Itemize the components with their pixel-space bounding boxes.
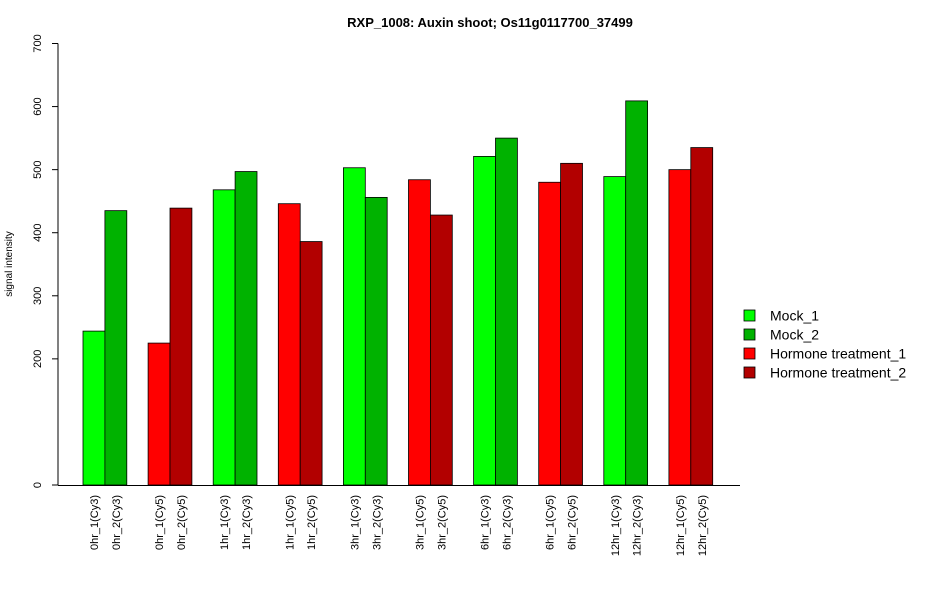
x-tick-label: 0hr_1(Cy3) bbox=[89, 495, 101, 550]
x-tick-label: 6hr_2(Cy5) bbox=[567, 495, 579, 550]
bar bbox=[169, 207, 193, 486]
x-tick-label: 1hr_2(Cy5) bbox=[306, 495, 318, 550]
bar bbox=[668, 169, 692, 486]
bars-group bbox=[82, 100, 714, 486]
legend-swatch bbox=[743, 347, 756, 360]
legend-swatch bbox=[743, 366, 756, 379]
bar bbox=[82, 330, 106, 486]
y-tick-label: 200 bbox=[32, 350, 44, 368]
x-tick-label: 3hr_1(Cy3) bbox=[349, 495, 361, 550]
x-tick-label: 6hr_2(Cy3) bbox=[501, 495, 513, 550]
bar bbox=[234, 171, 258, 486]
y-tick-label: 0 bbox=[32, 482, 44, 488]
legend-item: Hormone treatment_1 bbox=[743, 346, 906, 362]
y-axis: 0 200 300 400 500 600 700 bbox=[32, 34, 59, 488]
bar bbox=[429, 214, 453, 486]
legend-item: Mock_1 bbox=[743, 308, 819, 324]
y-tick-label: 600 bbox=[32, 97, 44, 115]
x-tick-label: 12hr_1(Cy3) bbox=[610, 495, 622, 556]
x-tick-label: 6hr_1(Cy3) bbox=[480, 495, 492, 550]
y-tick-label: 700 bbox=[32, 34, 44, 52]
bar bbox=[495, 137, 518, 486]
bar bbox=[603, 176, 627, 486]
x-tick-label: 0hr_1(Cy5) bbox=[154, 495, 166, 550]
x-tick-label: 3hr_2(Cy5) bbox=[436, 495, 448, 550]
x-tick-label: 12hr_1(Cy5) bbox=[675, 495, 687, 556]
legend: Mock_1 Mock_2 Hormone treatment_1 Hormone t… bbox=[743, 308, 906, 381]
legend-item: Hormone treatment_2 bbox=[743, 365, 906, 381]
bar bbox=[364, 196, 388, 486]
x-tick-label: 3hr_2(Cy3) bbox=[371, 495, 383, 550]
legend-swatch bbox=[743, 309, 756, 322]
bar bbox=[560, 162, 583, 486]
legend-label: Hormone treatment_1 bbox=[770, 346, 906, 362]
bar bbox=[342, 167, 366, 486]
y-tick-label: 300 bbox=[32, 287, 44, 305]
x-tick-label: 12hr_2(Cy5) bbox=[697, 495, 709, 556]
x-tick-label: 6hr_1(Cy5) bbox=[545, 495, 557, 550]
bar bbox=[538, 181, 562, 486]
x-tick-label: 12hr_2(Cy3) bbox=[632, 495, 644, 556]
bar bbox=[690, 147, 714, 486]
y-axis-label: signal intensity bbox=[4, 231, 15, 297]
bar bbox=[299, 241, 323, 486]
legend-item: Mock_2 bbox=[743, 327, 819, 343]
chart-title: RXP_1008: Auxin shoot; Os11g0117700_3749… bbox=[347, 15, 633, 30]
x-tick-label: 1hr_2(Cy3) bbox=[241, 495, 253, 550]
legend-label: Mock_1 bbox=[770, 308, 819, 324]
x-tick-label: 1hr_1(Cy3) bbox=[219, 495, 231, 550]
bar bbox=[212, 189, 236, 486]
bar bbox=[277, 203, 301, 486]
y-tick-label: 500 bbox=[32, 160, 44, 178]
legend-swatch bbox=[743, 328, 756, 341]
legend-label: Hormone treatment_2 bbox=[770, 365, 906, 381]
bar bbox=[408, 179, 431, 486]
bar bbox=[473, 155, 496, 486]
bar bbox=[625, 100, 649, 486]
y-tick-label: 400 bbox=[32, 224, 44, 242]
x-tick-label: 1hr_1(Cy5) bbox=[284, 495, 296, 550]
x-tick-labels: 0hr_1(Cy3) 0hr_2(Cy3) 0hr_1(Cy5) 0hr_2(Cy5)… bbox=[89, 495, 709, 556]
x-tick-label: 0hr_2(Cy3) bbox=[111, 495, 123, 550]
x-tick-label: 0hr_2(Cy5) bbox=[176, 495, 188, 550]
x-tick-label: 3hr_1(Cy5) bbox=[414, 495, 426, 550]
bar bbox=[104, 210, 128, 486]
legend-label: Mock_2 bbox=[770, 327, 819, 343]
bar bbox=[147, 342, 171, 486]
